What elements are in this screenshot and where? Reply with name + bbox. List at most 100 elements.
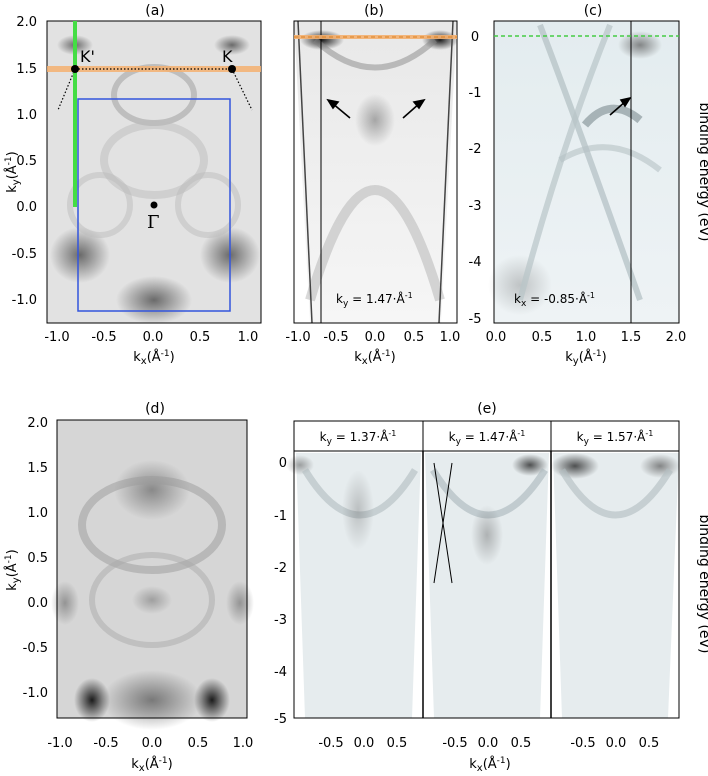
svg-text:-0.5: -0.5 [12, 247, 37, 262]
panel-e-right-label: binding energy (eV) [696, 515, 708, 654]
panel-e-xticks: -0.5 0.0 0.5 -0.5 0.0 0.5 -0.5 0.0 0.5 [318, 736, 659, 751]
svg-text:-5: -5 [274, 712, 287, 727]
svg-text:0.0: 0.0 [354, 736, 375, 751]
svg-text:0.0: 0.0 [142, 736, 163, 751]
svg-text:-4: -4 [274, 665, 287, 680]
svg-text:0.5: 0.5 [511, 736, 532, 751]
cut-line-kx [73, 21, 77, 207]
svg-text:2.0: 2.0 [16, 15, 37, 30]
svg-text:-0.5: -0.5 [442, 736, 467, 751]
panel-d-ylabel: ky(Å-1) [4, 549, 22, 590]
panel-a-xlabel: kx(Å-1) [133, 349, 174, 367]
svg-text:1.0: 1.0 [233, 736, 254, 751]
panel-b-title: (b) [364, 3, 384, 19]
svg-text:0: 0 [471, 30, 479, 45]
svg-text:1.5: 1.5 [16, 62, 37, 77]
svg-text:0.0: 0.0 [478, 736, 499, 751]
svg-text:-4: -4 [469, 255, 482, 270]
panel-b: (b) ky = 1.47·Å-1 -1.0 -0.5 0.0 0.5 1.0 … [285, 3, 460, 367]
panel-e-xlabel: kx(Å-1) [469, 756, 510, 774]
panel-d-xticks: -1.0 -0.5 0.0 0.5 1.0 [47, 736, 253, 751]
panel-c-xlabel: ky(Å-1) [565, 349, 606, 367]
svg-text:-1.0: -1.0 [47, 736, 72, 751]
panel-c-arrow [609, 96, 632, 116]
panel-a-ylabel: ky(Å-1) [4, 151, 22, 192]
panel-e-title: (e) [477, 401, 497, 417]
panel-b-arrows [326, 98, 426, 119]
panel-a-title: (a) [145, 3, 165, 19]
svg-text:0: 0 [279, 456, 287, 471]
svg-text:-0.5: -0.5 [323, 330, 348, 345]
panel-c: (c) kx = -0.85·Å-1 0 -1 -2 -3 -4 -5 0.0 … [469, 3, 708, 367]
svg-text:-1: -1 [469, 86, 482, 101]
panel-a-yticks: 2.0 1.5 1.0 0.5 0.0 -0.5 -1.0 [12, 15, 37, 308]
svg-text:-0.5: -0.5 [318, 736, 343, 751]
panel-e-sub2-label: ky = 1.47·Å-1 [449, 429, 526, 447]
svg-text:1.5: 1.5 [621, 330, 642, 345]
point-k [228, 65, 236, 73]
svg-text:1.0: 1.0 [440, 330, 461, 345]
svg-text:-1: -1 [274, 509, 287, 524]
svg-text:-3: -3 [274, 613, 287, 628]
svg-text:0.0: 0.0 [606, 736, 627, 751]
svg-text:-1.0: -1.0 [44, 330, 69, 345]
svg-text:0.5: 0.5 [16, 154, 37, 169]
svg-text:2.0: 2.0 [666, 330, 687, 345]
panel-d: (d) 2.0 1.5 1.0 0.5 0.0 -0.5 -1.0 -1.0 -… [4, 401, 254, 774]
label-k: K [222, 47, 233, 66]
svg-text:-3: -3 [469, 199, 482, 214]
panel-b-image [294, 21, 457, 323]
svg-text:0.5: 0.5 [190, 330, 211, 345]
panel-b-annotation: ky = 1.47·Å-1 [336, 291, 413, 309]
svg-text:1.0: 1.0 [27, 506, 48, 521]
svg-text:1.5: 1.5 [27, 461, 48, 476]
svg-text:-1.0: -1.0 [285, 330, 310, 345]
point-k-prime [71, 65, 79, 73]
svg-text:2.0: 2.0 [27, 416, 48, 431]
panel-bc-yticks: 0 -1 -2 -3 -4 -5 [469, 30, 482, 327]
svg-text:0.5: 0.5 [404, 330, 425, 345]
svg-text:0.5: 0.5 [532, 330, 553, 345]
svg-text:-0.5: -0.5 [23, 641, 48, 656]
svg-text:-2: -2 [274, 561, 287, 576]
panel-e-sub3 [551, 453, 680, 718]
svg-text:0.5: 0.5 [639, 736, 660, 751]
panel-d-yticks: 2.0 1.5 1.0 0.5 0.0 -0.5 -1.0 [23, 416, 48, 701]
panel-e-sub2 [425, 453, 549, 718]
svg-text:0.0: 0.0 [486, 330, 507, 345]
svg-text:-2: -2 [469, 142, 482, 157]
panel-a: (a) K' K Γ 2.0 1.5 1.0 0.5 [4, 3, 262, 367]
panel-d-title: (d) [145, 401, 165, 417]
panel-c-right-label: binding energy (eV) [696, 103, 708, 242]
svg-text:-0.5: -0.5 [91, 330, 116, 345]
svg-text:0.0: 0.0 [365, 330, 386, 345]
panel-a-xticks: -1.0 -0.5 0.0 0.5 1.0 [44, 330, 258, 345]
panel-b-xticks: -1.0 -0.5 0.0 0.5 1.0 [285, 330, 460, 345]
panel-b-xlabel: kx(Å-1) [354, 349, 395, 367]
svg-text:1.0: 1.0 [238, 330, 259, 345]
svg-text:1.0: 1.0 [576, 330, 597, 345]
svg-text:0.5: 0.5 [188, 736, 209, 751]
svg-text:-1.0: -1.0 [12, 293, 37, 308]
svg-text:-0.5: -0.5 [93, 736, 118, 751]
panel-e: (e) ky = 1.37·Å-1 ky = 1.47·Å-1 ky = 1.5… [274, 401, 708, 774]
svg-text:0.0: 0.0 [27, 596, 48, 611]
panel-e-sub3-label: ky = 1.57·Å-1 [577, 429, 654, 447]
panel-e-sub1-label: ky = 1.37·Å-1 [320, 429, 397, 447]
svg-text:1.0: 1.0 [16, 108, 37, 123]
svg-text:-1.0: -1.0 [23, 686, 48, 701]
panel-d-xlabel: kx(Å-1) [131, 756, 172, 774]
point-gamma [150, 201, 158, 209]
brillouin-box [77, 98, 231, 312]
panel-c-annotation: kx = -0.85·Å-1 [514, 291, 595, 309]
panel-c-xticks: 0.0 0.5 1.0 1.5 2.0 [486, 330, 687, 345]
panel-e-yticks: 0 -1 -2 -3 -4 -5 [274, 456, 287, 727]
svg-text:0.5: 0.5 [27, 551, 48, 566]
panel-c-title: (c) [584, 3, 603, 19]
panel-e-sub1 [286, 453, 421, 718]
label-gamma: Γ [147, 212, 160, 233]
svg-text:0.0: 0.0 [143, 330, 164, 345]
label-k-prime: K' [80, 47, 95, 66]
cut-line-ky [47, 66, 261, 72]
